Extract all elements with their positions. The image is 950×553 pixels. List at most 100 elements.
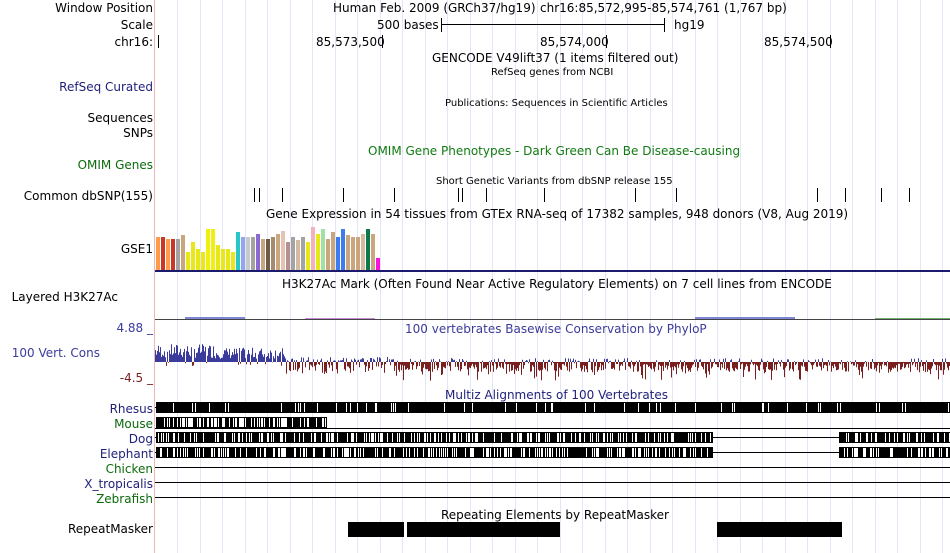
phylop-conservation-plot[interactable]: [155, 336, 950, 386]
gtex-tissue-bar[interactable]: [366, 229, 370, 270]
gtex-tissue-bar[interactable]: [351, 237, 355, 270]
gtex-tissue-bar[interactable]: [176, 239, 180, 270]
gtex-tissue-bar[interactable]: [346, 235, 350, 270]
gtex-tissue-bar[interactable]: [181, 235, 185, 270]
label-window-position: Window Position: [55, 1, 153, 15]
gtex-tissue-bar[interactable]: [281, 231, 285, 270]
grid-line: [470, 0, 471, 553]
label-refseq-curated[interactable]: RefSeq Curated: [59, 80, 153, 94]
gtex-tissue-bar[interactable]: [191, 242, 195, 270]
gtex-tissue-bar[interactable]: [236, 232, 240, 270]
gtex-tissue-bar[interactable]: [251, 237, 255, 270]
label-zebrafish[interactable]: Zebrafish: [96, 492, 153, 506]
label-100-vert-cons[interactable]: 100 Vert. Cons: [11, 346, 100, 360]
gtex-tissue-bar[interactable]: [256, 234, 260, 270]
grid-line: [447, 0, 448, 553]
gtex-tissue-bar[interactable]: [371, 234, 375, 270]
alignment-row-dog[interactable]: [155, 432, 950, 443]
repeat-element[interactable]: [717, 522, 842, 537]
gtex-tissue-bar[interactable]: [266, 239, 270, 270]
publications-track-title: Publications: Sequences in Scientific Ar…: [445, 98, 668, 109]
alignment-row-x-tropicalis[interactable]: [155, 482, 950, 483]
alignment-row-chicken[interactable]: [155, 467, 950, 468]
gtex-tissue-bar[interactable]: [231, 252, 235, 270]
gtex-tissue-bar[interactable]: [171, 239, 175, 270]
grid-line: [560, 0, 561, 553]
label-common-dbsnp[interactable]: Common dbSNP(155): [23, 189, 153, 203]
gtex-tissue-bar[interactable]: [156, 237, 160, 270]
gtex-tissue-bar[interactable]: [211, 229, 215, 270]
gtex-tissue-bar[interactable]: [271, 237, 275, 270]
gtex-tissue-bar[interactable]: [356, 237, 360, 270]
label-repeatmasker[interactable]: RepeatMasker: [67, 522, 153, 536]
alignment-row-rhesus[interactable]: [155, 402, 950, 413]
grid-line: [875, 0, 876, 553]
refseq-track-title: RefSeq genes from NCBI: [491, 67, 614, 78]
gtex-tissue-bar[interactable]: [186, 252, 190, 270]
gtex-tissue-bar[interactable]: [216, 245, 220, 270]
track-image-area[interactable]: Human Feb. 2009 (GRCh37/hg19) chr16:85,5…: [155, 0, 950, 553]
scale-bar-left-tick: [441, 18, 442, 32]
omim-track-title: OMIM Gene Phenotypes - Dark Green Can Be…: [368, 144, 741, 158]
dbsnp-variant-ticks[interactable]: [155, 188, 950, 204]
repeat-element[interactable]: [348, 522, 404, 537]
grid-line: [830, 0, 831, 553]
gtex-tissue-bar[interactable]: [226, 249, 230, 270]
label-sequences[interactable]: Sequences: [87, 111, 153, 125]
grid-line: [402, 0, 403, 553]
gtex-tissue-bar[interactable]: [361, 234, 365, 270]
gtex-tissue-bar[interactable]: [291, 237, 295, 270]
gtex-tissue-bar[interactable]: [196, 249, 200, 270]
gtex-tissue-bar[interactable]: [286, 242, 290, 270]
gtex-tissue-bar[interactable]: [276, 234, 280, 270]
alignment-row-zebrafish[interactable]: [155, 497, 950, 498]
gtex-tissue-bar[interactable]: [331, 232, 335, 270]
label-rhesus[interactable]: Rhesus: [109, 402, 153, 416]
grid-line: [312, 0, 313, 553]
multiz-alignments[interactable]: [155, 401, 950, 507]
alignment-row-mouse[interactable]: [155, 417, 950, 429]
gtex-tissue-bar[interactable]: [301, 237, 305, 270]
gtex-tissue-bar[interactable]: [246, 237, 250, 270]
alignment-row-elephant[interactable]: [155, 447, 950, 458]
gtex-tissue-bar[interactable]: [376, 258, 380, 270]
gtex-tissue-bar[interactable]: [326, 239, 330, 270]
label-chicken[interactable]: Chicken: [105, 462, 153, 476]
scale-bar-label: 500 bases: [377, 18, 439, 32]
gtex-tissue-bar[interactable]: [201, 252, 205, 270]
gtex-tissue-bar[interactable]: [321, 229, 325, 270]
gtex-tissue-bar[interactable]: [341, 229, 345, 270]
gtex-tissue-bar[interactable]: [206, 229, 210, 270]
grid-line: [762, 0, 763, 553]
gtex-expression-bars[interactable]: [155, 222, 950, 274]
label-mouse[interactable]: Mouse: [114, 417, 153, 431]
label-snps[interactable]: SNPs: [123, 126, 153, 140]
scale-assembly-label: hg19: [674, 18, 705, 32]
ruler-start-tick: [158, 35, 159, 48]
label-layered-h3k27ac[interactable]: Layered H3K27Ac: [11, 290, 118, 304]
label-x-tropicalis[interactable]: X_tropicalis: [84, 477, 153, 491]
repeat-element[interactable]: [407, 522, 560, 537]
ruler-tick: [830, 35, 831, 48]
gtex-tissue-bar[interactable]: [311, 227, 315, 270]
gtex-tissue-bar[interactable]: [261, 239, 265, 270]
gtex-tissue-bar[interactable]: [296, 240, 300, 270]
gtex-tissue-bar[interactable]: [306, 242, 310, 270]
gtex-tissue-bar[interactable]: [241, 237, 245, 270]
gtex-tissue-bar[interactable]: [221, 249, 225, 270]
ruler-tick-label: 85,573,500: [316, 35, 385, 49]
grid-line: [785, 0, 786, 553]
grid-line: [920, 0, 921, 553]
label-omim-genes[interactable]: OMIM Genes: [77, 158, 153, 172]
gtex-tissue-bar[interactable]: [336, 237, 340, 270]
label-dog[interactable]: Dog: [128, 432, 153, 446]
label-gse1[interactable]: GSE1: [120, 242, 153, 256]
grid-line: [245, 0, 246, 553]
gtex-tissue-bar[interactable]: [316, 234, 320, 270]
grid-line: [672, 0, 673, 553]
grid-line: [695, 0, 696, 553]
gtex-tissue-bar[interactable]: [161, 237, 165, 270]
gtex-tissue-bar[interactable]: [166, 239, 170, 270]
label-elephant[interactable]: Elephant: [99, 447, 153, 461]
h3k27ac-signal[interactable]: [155, 310, 950, 322]
